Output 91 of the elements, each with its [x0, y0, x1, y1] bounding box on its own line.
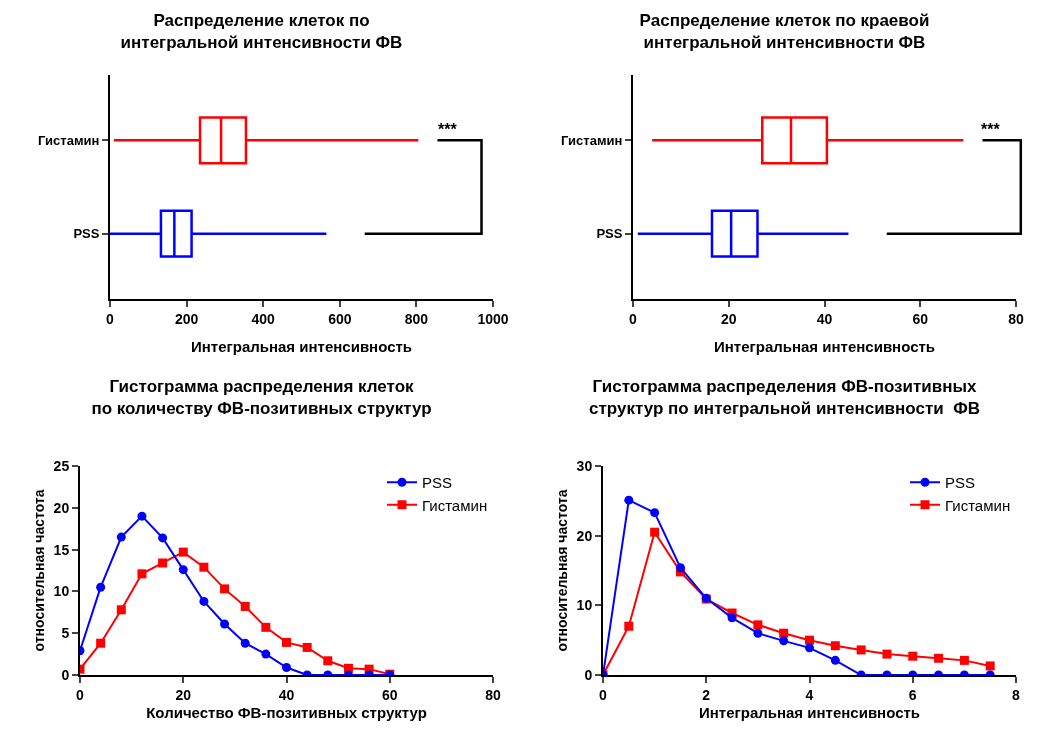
point	[240, 638, 250, 648]
point	[158, 558, 168, 568]
legend-label: Гистамин	[945, 496, 1011, 514]
chart-title: Распределение клеток по краевой интегральной интенсивности ФВ	[639, 10, 930, 52]
y-tick-label: 20	[53, 499, 70, 516]
point	[624, 621, 634, 631]
annotation: ***	[438, 121, 458, 138]
point	[675, 563, 685, 573]
point	[116, 532, 126, 542]
point	[240, 601, 250, 611]
point	[882, 649, 892, 659]
point	[178, 547, 188, 557]
y-axis-title: относительная частота	[30, 489, 47, 652]
legend-label: PSS	[945, 474, 976, 492]
x-axis-title: Интегральная интенсивность	[698, 704, 921, 722]
point	[96, 582, 106, 592]
point	[220, 584, 230, 594]
point	[96, 638, 106, 648]
chart-title: Распределение клеток по интегральной интенсивности ФВ	[120, 10, 403, 52]
x-tick-label: 2	[702, 686, 711, 703]
y-tick-label: 10	[53, 583, 70, 600]
legend-label: PSS	[422, 474, 453, 492]
point	[650, 527, 660, 537]
y-tick-label: 20	[576, 527, 593, 544]
x-tick-label: 60	[912, 310, 929, 327]
x-tick-label: 4	[805, 686, 814, 703]
point	[805, 643, 814, 653]
y-tick-label: Гистамин	[561, 132, 623, 148]
point	[282, 662, 291, 672]
x-tick-label: 600	[328, 310, 352, 327]
point	[753, 628, 763, 638]
point	[323, 656, 333, 666]
x-axis-title: Интегральная интенсивность	[713, 338, 936, 356]
x-tick-label: 80	[485, 686, 501, 703]
x-tick-label: 400	[251, 310, 276, 327]
point	[830, 641, 840, 651]
chart-title: Гистограмма распределения ФВ-позитивных структур по интегральной интенсивности ФВ	[589, 376, 980, 418]
chart-title: Гистограмма распределения клеток по количеству ФВ-позитивных структур	[91, 376, 432, 418]
point	[779, 628, 789, 638]
x-tick-label: 0	[76, 686, 85, 703]
x-tick-label: 8	[1012, 686, 1021, 703]
point	[282, 637, 291, 647]
annotation: ***	[981, 121, 1001, 138]
x-tick-label: 0	[599, 686, 608, 703]
point	[116, 605, 126, 615]
point	[830, 655, 840, 665]
x-tick-label: 800	[404, 310, 429, 327]
point	[779, 636, 789, 646]
y-tick-label: 15	[53, 541, 70, 558]
x-tick-label: 20	[720, 310, 737, 327]
x-tick-label: 80	[1008, 310, 1024, 327]
point	[220, 619, 230, 629]
point	[934, 653, 944, 663]
y-tick-label: 5	[61, 625, 70, 642]
y-tick-label: 0	[61, 666, 70, 683]
y-tick-label: 25	[53, 457, 70, 474]
legend-label: Гистамин	[422, 496, 488, 514]
point	[985, 661, 995, 671]
point	[959, 655, 969, 665]
point	[137, 569, 147, 579]
x-tick-label: 60	[381, 686, 398, 703]
point	[261, 622, 271, 632]
point	[158, 533, 168, 543]
point	[199, 562, 209, 572]
x-tick-label: 0	[629, 310, 638, 327]
x-tick-label: 20	[175, 686, 192, 703]
point	[856, 645, 866, 655]
x-tick-label: 6	[908, 686, 917, 703]
y-tick-label: 10	[576, 597, 593, 614]
point	[178, 565, 188, 575]
y-tick-label: 30	[576, 457, 593, 474]
y-tick-label: 0	[584, 666, 593, 683]
point	[137, 511, 147, 521]
point	[805, 635, 814, 645]
point	[753, 620, 763, 630]
x-tick-label: 40	[816, 310, 833, 327]
point	[261, 649, 271, 659]
x-tick-label: 200	[174, 310, 199, 327]
point	[908, 651, 918, 661]
y-axis-title: относительная частота	[553, 489, 570, 652]
point	[650, 508, 660, 518]
y-tick-label: Гистамин	[38, 132, 100, 148]
x-axis-title: Интегральная интенсивность	[190, 338, 413, 356]
x-tick-label: 40	[278, 686, 295, 703]
point	[199, 596, 209, 606]
point	[302, 642, 312, 652]
point	[727, 613, 737, 623]
point	[624, 495, 634, 505]
x-axis-title: Количество ФВ-позитивных структур	[146, 704, 427, 722]
x-tick-label: 1000	[477, 310, 509, 327]
x-tick-label: 0	[106, 310, 115, 327]
